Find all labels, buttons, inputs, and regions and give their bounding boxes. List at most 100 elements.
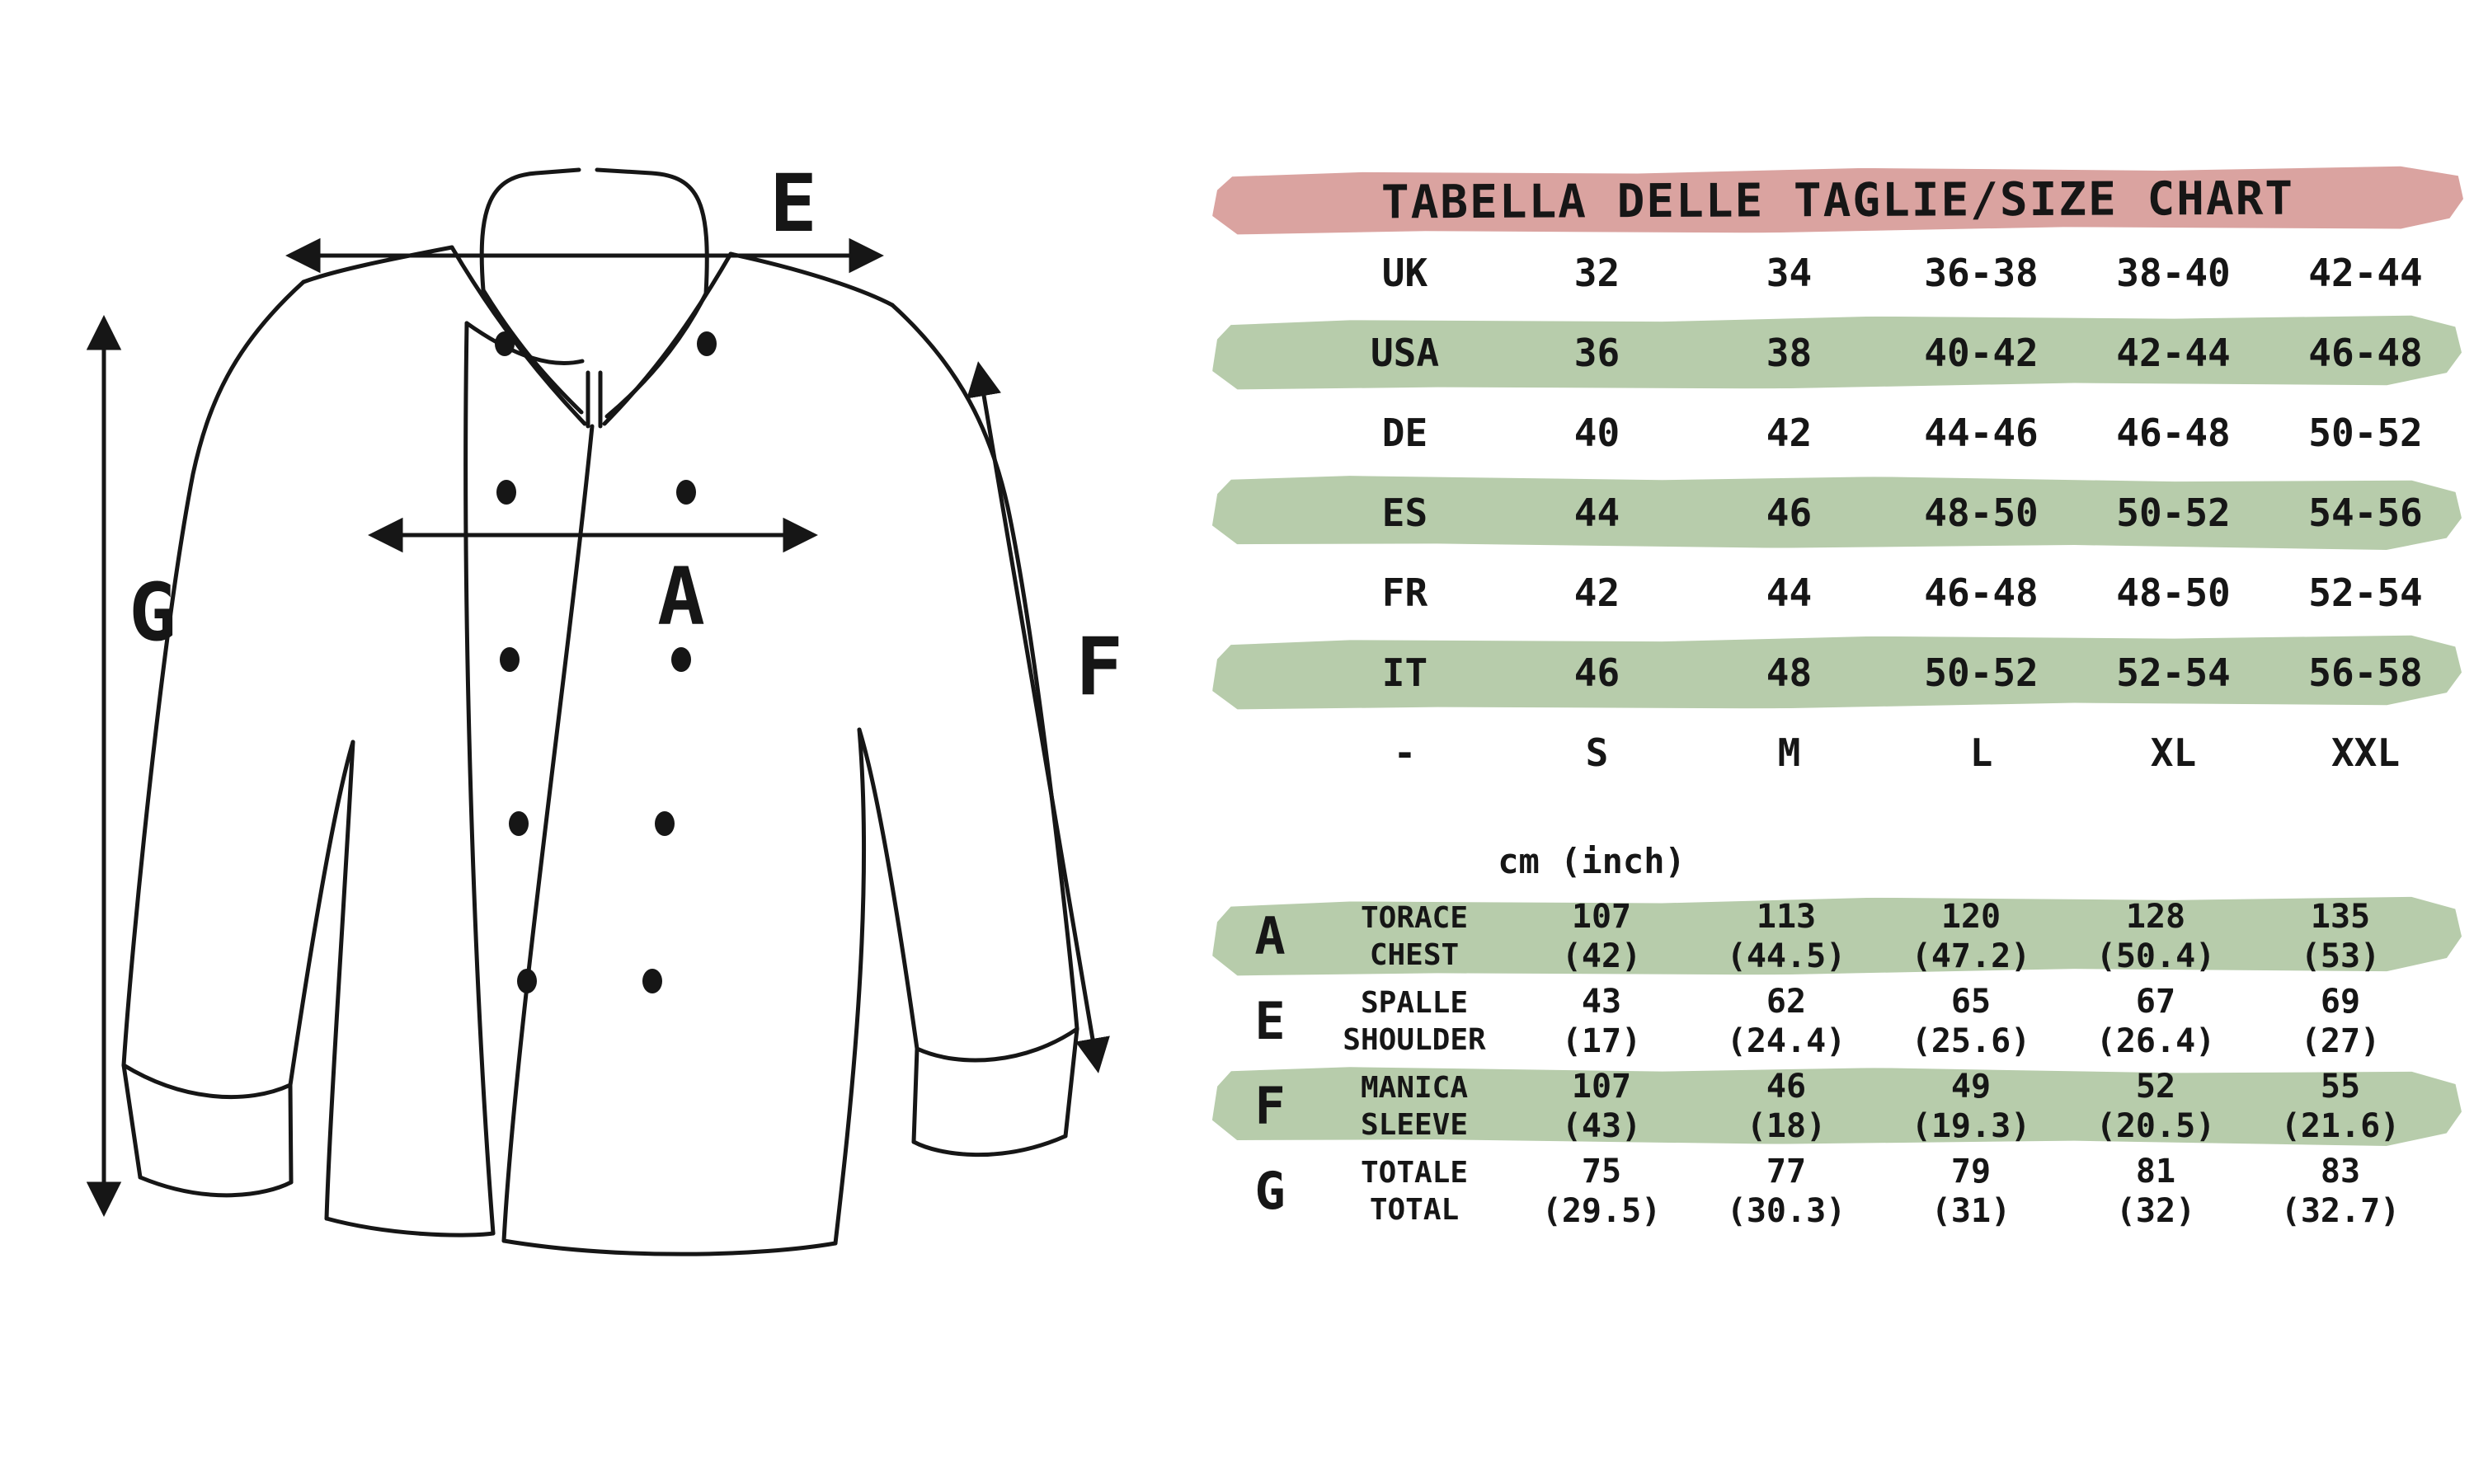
measurement-value: 67 (26.4): [2063, 982, 2248, 1061]
size-value: 52-54: [2308, 570, 2423, 615]
measurement-value: 113 (44.5): [1694, 897, 1879, 976]
size-value: 32: [1573, 250, 1620, 295]
size-value: 38: [1766, 330, 1813, 375]
size-value: 42: [1573, 570, 1620, 615]
measurement-value: 107 (43): [1509, 1067, 1694, 1146]
size-table: UK 32 34 36-38 38-40 42-44 USA 36 38 40-42 42-44 46…: [1309, 232, 2462, 792]
size-table-row: - S M L XL XXL: [1309, 712, 2462, 792]
measurement-letter: E: [1254, 991, 1286, 1051]
value-cm: 79: [1950, 1152, 1992, 1190]
size-value: 42: [1766, 410, 1813, 455]
size-value: XL: [2150, 730, 2197, 775]
measurement-value: 46 (18): [1694, 1067, 1879, 1146]
value-inch: (19.3): [1911, 1106, 2031, 1145]
value-inch: (29.5): [1541, 1191, 1662, 1230]
size-value: 46-48: [2308, 330, 2423, 375]
value-cm: 65: [1950, 982, 1992, 1021]
value-inch: (30.3): [1726, 1191, 1846, 1230]
measurement-arrows: [86, 237, 1110, 1217]
measurement-value: 62 (24.4): [1694, 982, 1879, 1061]
size-value: 44: [1766, 570, 1813, 615]
value-cm: 135: [2310, 897, 2371, 936]
measurement-value: 120 (47.2): [1879, 897, 2063, 976]
value-cm: 62: [1766, 982, 1807, 1021]
measurement-value: 107 (42): [1509, 897, 1694, 976]
value-inch: (20.5): [2095, 1106, 2216, 1145]
measurement-row: G TOTALE TOTAL 75 (29.5) 77 (30.3) 79 (31) 81 (32)…: [1221, 1148, 2433, 1233]
size-value: 50-52: [2116, 490, 2231, 535]
value-inch: (27): [2300, 1021, 2381, 1060]
region-label: USA: [1370, 330, 1440, 375]
size-table-row: IT 46 48 50-52 52-54 56-58: [1309, 632, 2462, 712]
measurement-value: 49 (19.3): [1879, 1067, 2063, 1146]
value-cm: 46: [1766, 1067, 1807, 1106]
size-table-row: ES 44 46 48-50 50-52 54-56: [1309, 472, 2462, 552]
measurement-label: SPALLE SHOULDER: [1319, 984, 1509, 1059]
measurement-letter: G: [1254, 1161, 1286, 1221]
title-band: TABELLA DELLE TAGLIE/SIZE CHART: [1212, 166, 2463, 236]
measurement-label-en: CHEST: [1369, 937, 1460, 972]
value-inch: (32): [2115, 1191, 2196, 1230]
arrow-sleeve-F: [967, 361, 1110, 1073]
value-cm: 107: [1571, 1067, 1632, 1106]
size-value: 42-44: [2308, 250, 2423, 295]
size-value: 38-40: [2116, 250, 2231, 295]
size-value: 48: [1766, 650, 1813, 695]
region-label: -: [1393, 730, 1417, 775]
measurement-value: 128 (50.4): [2063, 897, 2248, 976]
measurement-label-en: SHOULDER: [1343, 1022, 1486, 1057]
value-cm: 67: [2135, 982, 2176, 1021]
value-cm: 113: [1756, 897, 1817, 936]
value-cm: 55: [2320, 1067, 2361, 1106]
measurement-value: 75 (29.5): [1509, 1152, 1694, 1231]
measurement-table: A TORACE CHEST 107 (42) 113 (44.5) 120 (47.2) 128…: [1221, 894, 2433, 1233]
jacket-outline: [121, 167, 1079, 1256]
size-table-row: UK 32 34 36-38 38-40 42-44: [1309, 232, 2462, 312]
size-value: 50-52: [1924, 650, 2039, 695]
measurement-letter: A: [1254, 906, 1286, 966]
measurement-value: 81 (32): [2063, 1152, 2248, 1231]
value-inch: (50.4): [2095, 937, 2216, 975]
size-table-row: DE 40 42 44-46 46-48 50-52: [1309, 392, 2462, 472]
size-value: S: [1585, 730, 1609, 775]
value-cm: 69: [2320, 982, 2361, 1021]
size-value: 46-48: [1924, 570, 2039, 615]
value-cm: 83: [2320, 1152, 2361, 1190]
measurement-label-it: SPALLE: [1360, 985, 1469, 1020]
size-value: 42-44: [2116, 330, 2231, 375]
label-sleeve-F: F: [1075, 621, 1123, 713]
size-value: 48-50: [1924, 490, 2039, 535]
measurement-value: 83 (32.7): [2248, 1152, 2433, 1231]
measurement-value: 77 (30.3): [1694, 1152, 1879, 1231]
region-label: UK: [1381, 250, 1428, 295]
value-cm: 128: [2125, 897, 2186, 936]
measurement-label: TOTALE TOTAL: [1319, 1154, 1509, 1228]
measurement-value: 65 (25.6): [1879, 982, 2063, 1061]
value-cm: 120: [1940, 897, 2001, 936]
chart-title: TABELLA DELLE TAGLIE/SIZE CHART: [1380, 171, 2295, 229]
value-cm: 49: [1950, 1067, 1992, 1106]
measurement-letter: F: [1254, 1076, 1286, 1136]
size-value: 52-54: [2116, 650, 2231, 695]
label-total-G: G: [129, 566, 176, 659]
region-label: DE: [1381, 410, 1428, 455]
size-value: 48-50: [2116, 570, 2231, 615]
value-cm: 52: [2135, 1067, 2176, 1106]
size-value: 46: [1766, 490, 1813, 535]
measurement-label: MANICA SLEEVE: [1319, 1069, 1509, 1144]
value-inch: (44.5): [1726, 937, 1846, 975]
size-value: 34: [1766, 250, 1813, 295]
size-value: M: [1777, 730, 1801, 775]
value-inch: (53): [2300, 937, 2381, 975]
size-value: L: [1969, 730, 1993, 775]
size-value: 36-38: [1924, 250, 2039, 295]
unit-note: cm (inch): [1498, 840, 1686, 881]
measurement-row: F MANICA SLEEVE 107 (43) 46 (18) 49 (19.3) 52 (20.…: [1221, 1064, 2433, 1148]
value-inch: (17): [1561, 1021, 1642, 1060]
value-cm: 43: [1581, 982, 1622, 1021]
size-value: 40: [1573, 410, 1620, 455]
measurement-value: 52 (20.5): [2063, 1067, 2248, 1146]
size-value: 56-58: [2308, 650, 2423, 695]
measurement-value: 55 (21.6): [2248, 1067, 2433, 1146]
